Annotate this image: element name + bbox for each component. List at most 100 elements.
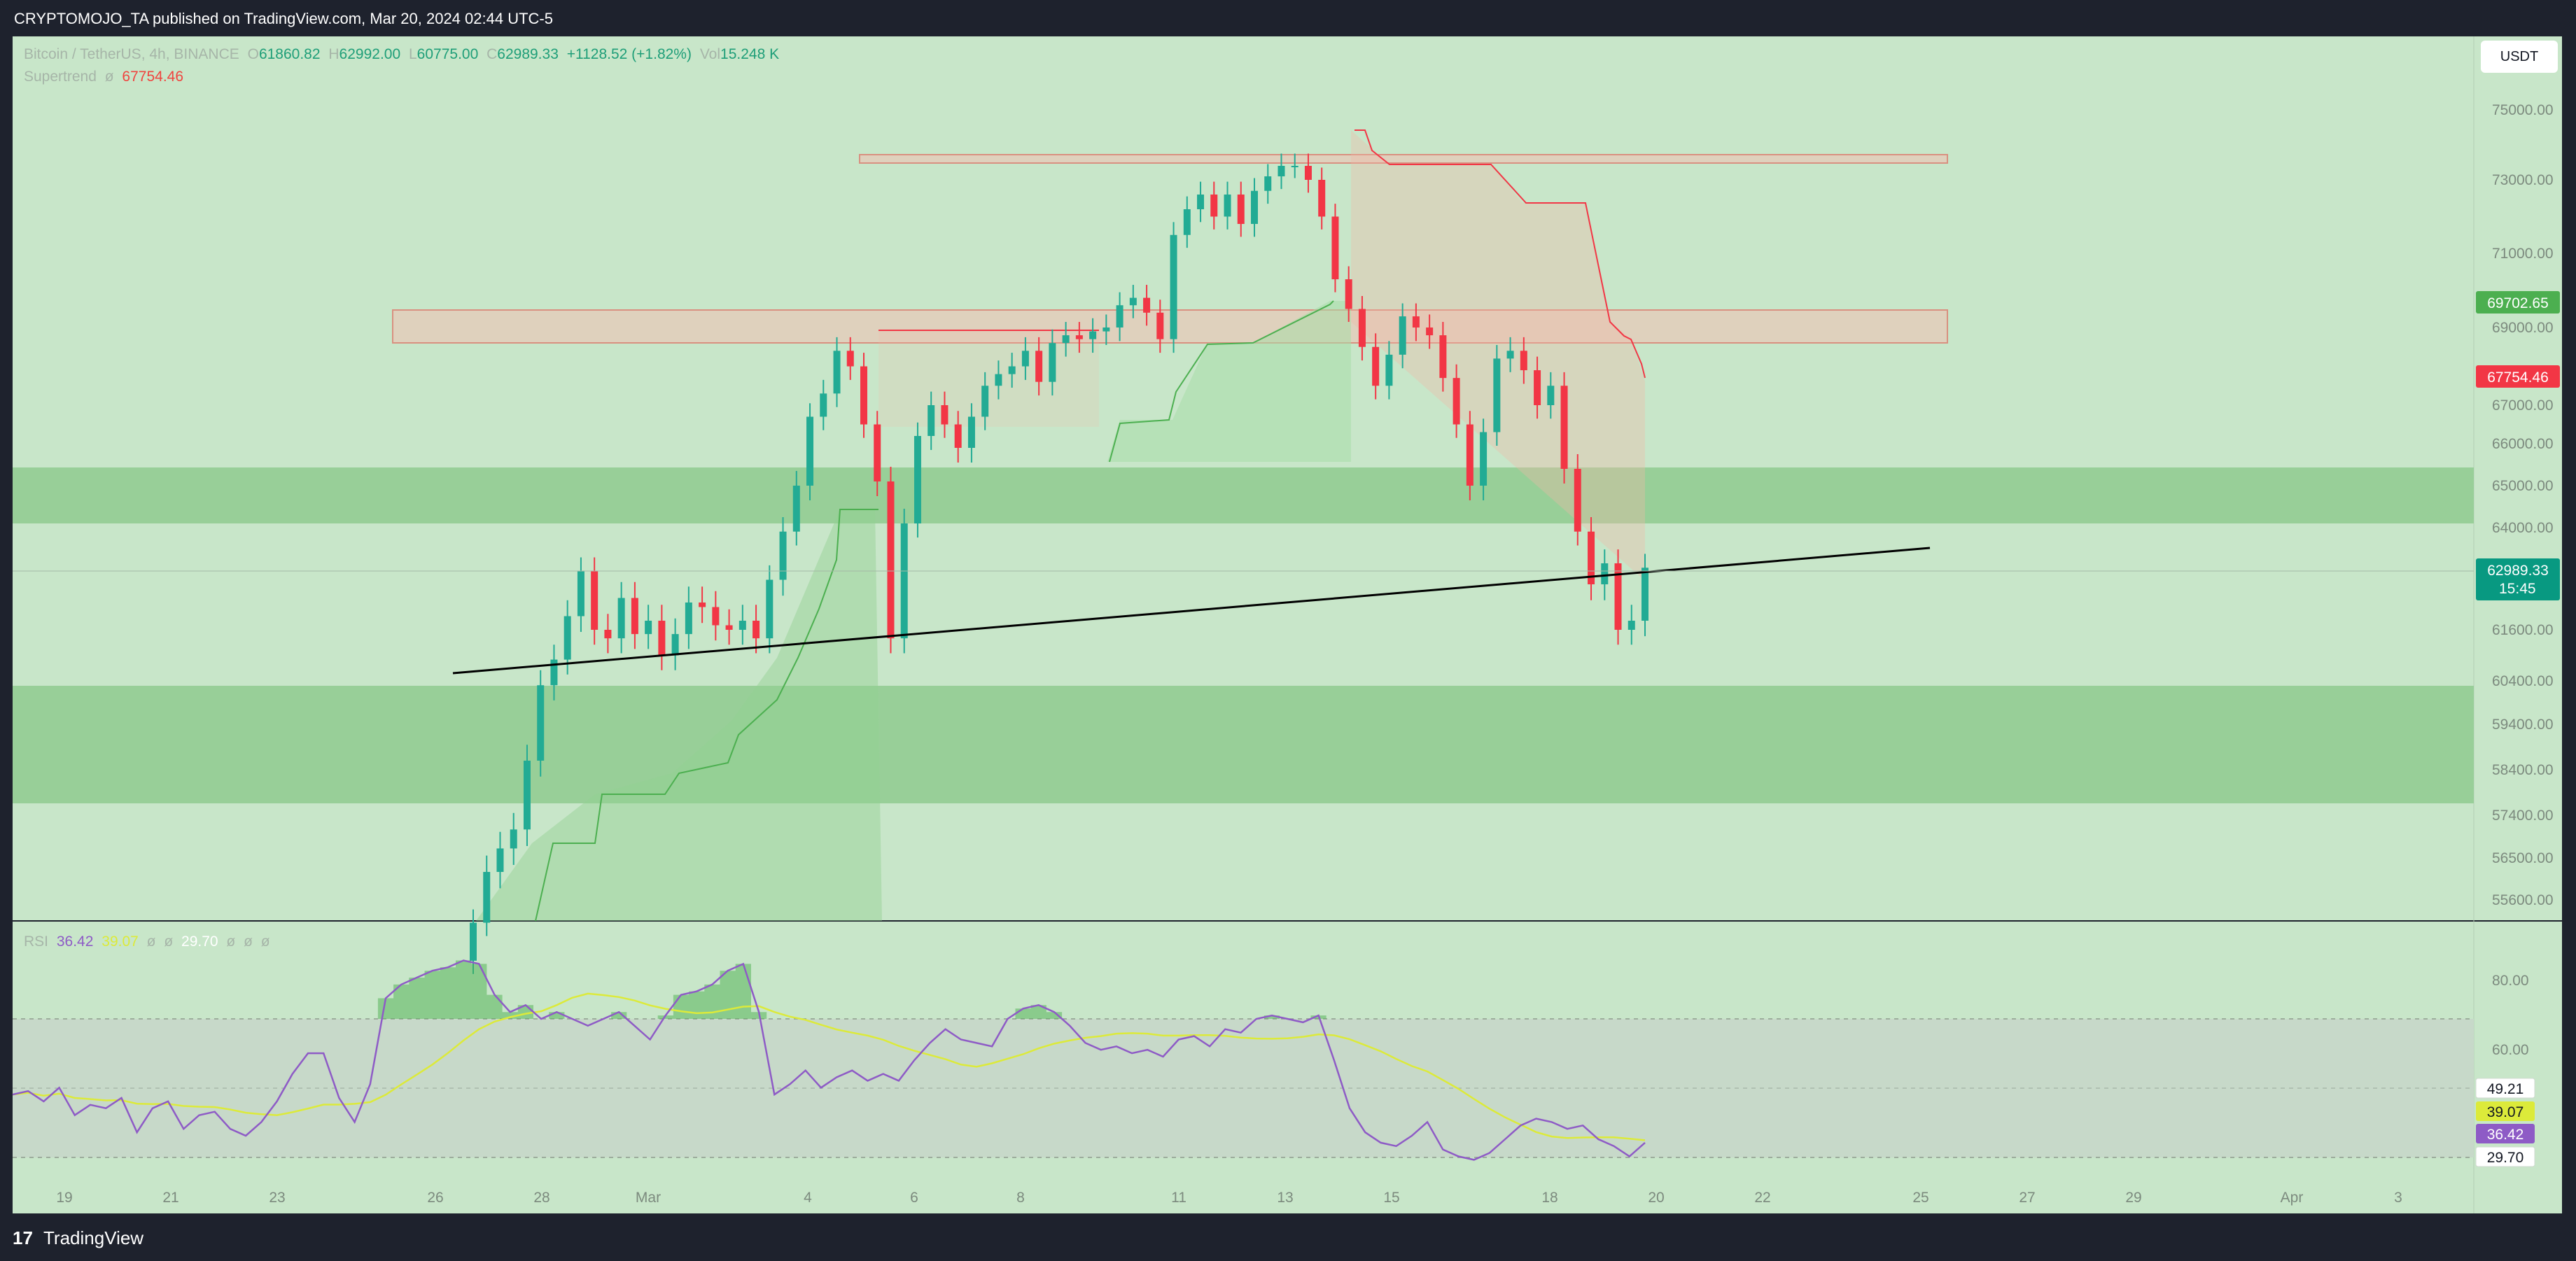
close-value: 62989.33 — [497, 46, 559, 62]
price-tick: 60400.00 — [2492, 673, 2554, 689]
rsi-param-1: ø — [146, 934, 156, 950]
tradingview-brand[interactable]: TradingView — [43, 1227, 144, 1248]
price-tick: 69000.00 — [2492, 320, 2554, 336]
candle-body — [1237, 195, 1245, 224]
candle-body — [537, 685, 545, 761]
candle-body — [523, 761, 531, 830]
supertrend-legend-value: 67754.46 — [122, 69, 184, 85]
tradingview-logo-icon[interactable]: 17 — [13, 1227, 33, 1248]
rsi-axis[interactable]: 80.00 60.00 — [2492, 973, 2529, 1058]
time-tick: 11 — [1171, 1190, 1186, 1206]
candle-body — [1534, 370, 1541, 405]
candle-body — [617, 598, 625, 639]
rsi-ma-value: 39.07 — [2487, 1104, 2524, 1120]
price-tick: 73000.00 — [2492, 172, 2554, 188]
currency-button[interactable]: USDT — [2481, 41, 2558, 73]
candle-body — [1251, 190, 1258, 224]
candle-body — [510, 829, 517, 849]
volume-label: Vol — [699, 46, 721, 62]
open-value: 61860.82 — [258, 46, 321, 62]
candle-body — [712, 607, 720, 626]
candle-body — [550, 659, 558, 686]
candle-body — [1426, 327, 1434, 336]
candle-body — [1210, 195, 1218, 217]
trendline[interactable] — [452, 547, 1931, 675]
price-tick: 71000.00 — [2492, 246, 2554, 262]
rsi-param-4: ø — [244, 934, 253, 950]
candle-body — [658, 621, 666, 656]
supertrend-value: 67754.46 — [2487, 369, 2549, 386]
candle-body — [887, 481, 895, 639]
symbol-name[interactable]: Bitcoin / TetherUS, 4h, BINANCE — [24, 46, 239, 62]
candle-body — [900, 523, 908, 639]
bar-countdown: 15:45 — [2499, 581, 2536, 597]
time-axis[interactable]: 19 21 23 26 28 Mar 4 6 8 11 13 15 18 20 22 25 27 29 Apr 3 — [56, 1190, 2402, 1206]
time-tick: 19 — [56, 1190, 72, 1206]
candle-body — [1358, 309, 1366, 347]
candle-body — [1089, 331, 1097, 339]
change-value: +1128.52 (+1.82%) — [566, 46, 692, 62]
candle-body — [1143, 297, 1151, 313]
candle-body — [1102, 327, 1110, 332]
rsi-tick: 80.00 — [2492, 973, 2529, 989]
candle-body — [1278, 166, 1285, 176]
candle-body — [820, 393, 827, 417]
resistance-zone-mid — [392, 309, 1948, 344]
candle-body — [1331, 216, 1339, 280]
price-label-supertrend: 67754.46 — [2476, 365, 2560, 388]
price-tick: 75000.00 — [2492, 102, 2554, 118]
publish-info: CRYPTOMOJO_TA published on TradingView.c… — [14, 10, 553, 27]
candle-body — [752, 621, 760, 639]
price-axis[interactable]: 75000.00 73000.00 71000.00 69000.00 67000.00… — [2492, 102, 2554, 908]
time-tick: 18 — [1541, 1190, 1558, 1206]
time-tick: 6 — [910, 1190, 918, 1206]
symbol-legend[interactable]: Bitcoin / TetherUS, 4h, BINANCE O61860.8… — [24, 46, 783, 63]
rsi-upper-band-value: 49.21 — [2487, 1081, 2524, 1097]
candle-body — [1614, 563, 1622, 630]
candle-body — [913, 436, 921, 523]
candle-body — [941, 405, 948, 425]
candle-body — [806, 416, 814, 486]
supertrend-legend[interactable]: Supertrend ø 67754.46 — [24, 69, 188, 85]
candle-body — [1412, 316, 1420, 327]
rsi-name[interactable]: RSI — [24, 934, 49, 950]
rsi-label-upper: 49.21 — [2475, 1078, 2535, 1099]
candle-body — [591, 571, 598, 630]
low-value: 60775.00 — [416, 46, 479, 62]
rsi-param-5: ø — [260, 934, 270, 950]
supertrend-up-fill — [476, 509, 882, 921]
support-zone-upper — [13, 467, 2474, 523]
time-tick: 3 — [2394, 1190, 2402, 1206]
time-tick: 13 — [1277, 1190, 1293, 1206]
rsi-lower-band-value: 29.70 — [2487, 1150, 2524, 1166]
candle-body — [1062, 335, 1070, 344]
low-label: L — [408, 46, 417, 62]
candle-body — [1170, 234, 1177, 339]
candle-body — [1156, 312, 1164, 339]
time-tick: 22 — [1754, 1190, 1770, 1206]
candle-body — [995, 374, 1002, 386]
time-tick: 21 — [162, 1190, 178, 1206]
candle-body — [1452, 378, 1460, 425]
supertrend-red-fill-2 — [878, 330, 1099, 427]
candle-body — [1021, 351, 1029, 367]
price-tick: 67000.00 — [2492, 397, 2554, 414]
candle-body — [1129, 297, 1137, 306]
time-tick: 4 — [804, 1190, 812, 1206]
rsi-ma-legend-value: 39.07 — [102, 934, 139, 950]
supertrend-name[interactable]: Supertrend — [24, 69, 97, 85]
supertrend-up-line-2 — [1109, 300, 1334, 463]
candle-body — [1318, 180, 1326, 217]
rsi-label-lower: 29.70 — [2475, 1146, 2535, 1167]
time-tick: 26 — [427, 1190, 443, 1206]
rsi-tick: 60.00 — [2492, 1042, 2529, 1058]
candle-body — [779, 531, 787, 580]
candle-body — [1439, 335, 1447, 379]
rsi-param-2: ø — [164, 934, 174, 950]
candle-body — [1116, 305, 1124, 327]
rsi-legend[interactable]: RSI 36.42 39.07 ø ø 29.70 ø ø ø — [24, 934, 274, 950]
candle-body — [1035, 351, 1043, 382]
candle-body — [874, 424, 881, 481]
candle-body — [577, 571, 584, 617]
